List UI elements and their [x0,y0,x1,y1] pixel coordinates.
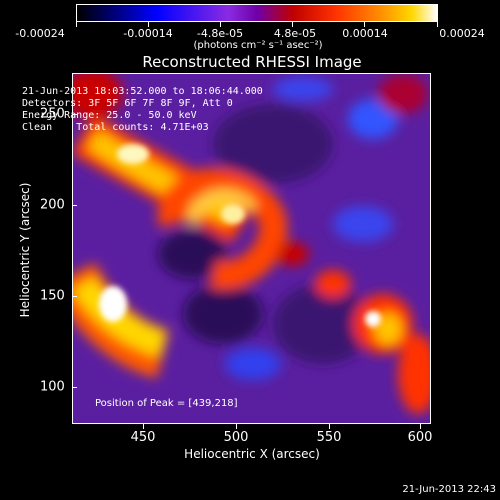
y-tick-label: 250 [40,106,65,122]
x-tick-label: 550 [316,430,342,445]
colorbar-tick [76,22,77,27]
x-tick [236,424,237,429]
plot-title: Reconstructed RHESSI Image [142,53,362,71]
x-axis-title: Heliocentric X (arcsec) [184,447,320,461]
colorbar-units: (photons cm⁻² s⁻¹ asec⁻²) [193,40,323,51]
info-total-counts: Clean Total counts: 4.71E+03 [22,122,209,133]
x-tick-label: 600 [407,430,433,445]
y-tick-label: 150 [40,288,65,304]
x-tick [329,424,330,429]
y-axis-title: Heliocentric Y (arcsec) [18,182,32,318]
colorbar-tick [292,22,293,27]
y-tick-label: 200 [40,197,65,213]
y-tick [72,205,77,206]
y-tick-label: 100 [40,379,65,395]
colorbar [76,4,438,22]
rhessi-image [72,73,431,424]
colorbar-tick [364,22,365,27]
colorbar-label: -0.00024 [15,27,65,40]
heatmap-svg [73,74,430,423]
colorbar-tick [148,22,149,27]
colorbar-label: 0.00014 [342,27,388,40]
x-tick-label: 500 [223,430,249,445]
x-tick [420,424,421,429]
colorbar-tick [437,22,438,27]
info-time-range: 21-Jun-2013 18:03:52.000 to 18:06:44.000 [22,86,263,97]
peak-position-label: Position of Peak = [439,218] [95,398,238,409]
info-detectors: Detectors: 3F 5F 6F 7F 8F 9F, Att 0 [22,98,233,109]
x-tick-label: 450 [130,430,156,445]
y-tick [72,387,77,388]
x-tick [143,424,144,429]
generation-timestamp: 21-Jun-2013 22:43 [402,484,496,495]
colorbar-label: -0.00014 [123,27,173,40]
y-tick [72,114,77,115]
colorbar-label: 4.8e-05 [273,27,317,40]
info-energy-range: Energy Range: 25.0 - 50.0 keV [22,110,197,121]
bright-cores [99,144,381,327]
colorbar-tick [220,22,221,27]
colorbar-label: -4.8e-05 [196,27,244,40]
y-tick [72,296,77,297]
colorbar-label: 0.00024 [439,27,485,40]
